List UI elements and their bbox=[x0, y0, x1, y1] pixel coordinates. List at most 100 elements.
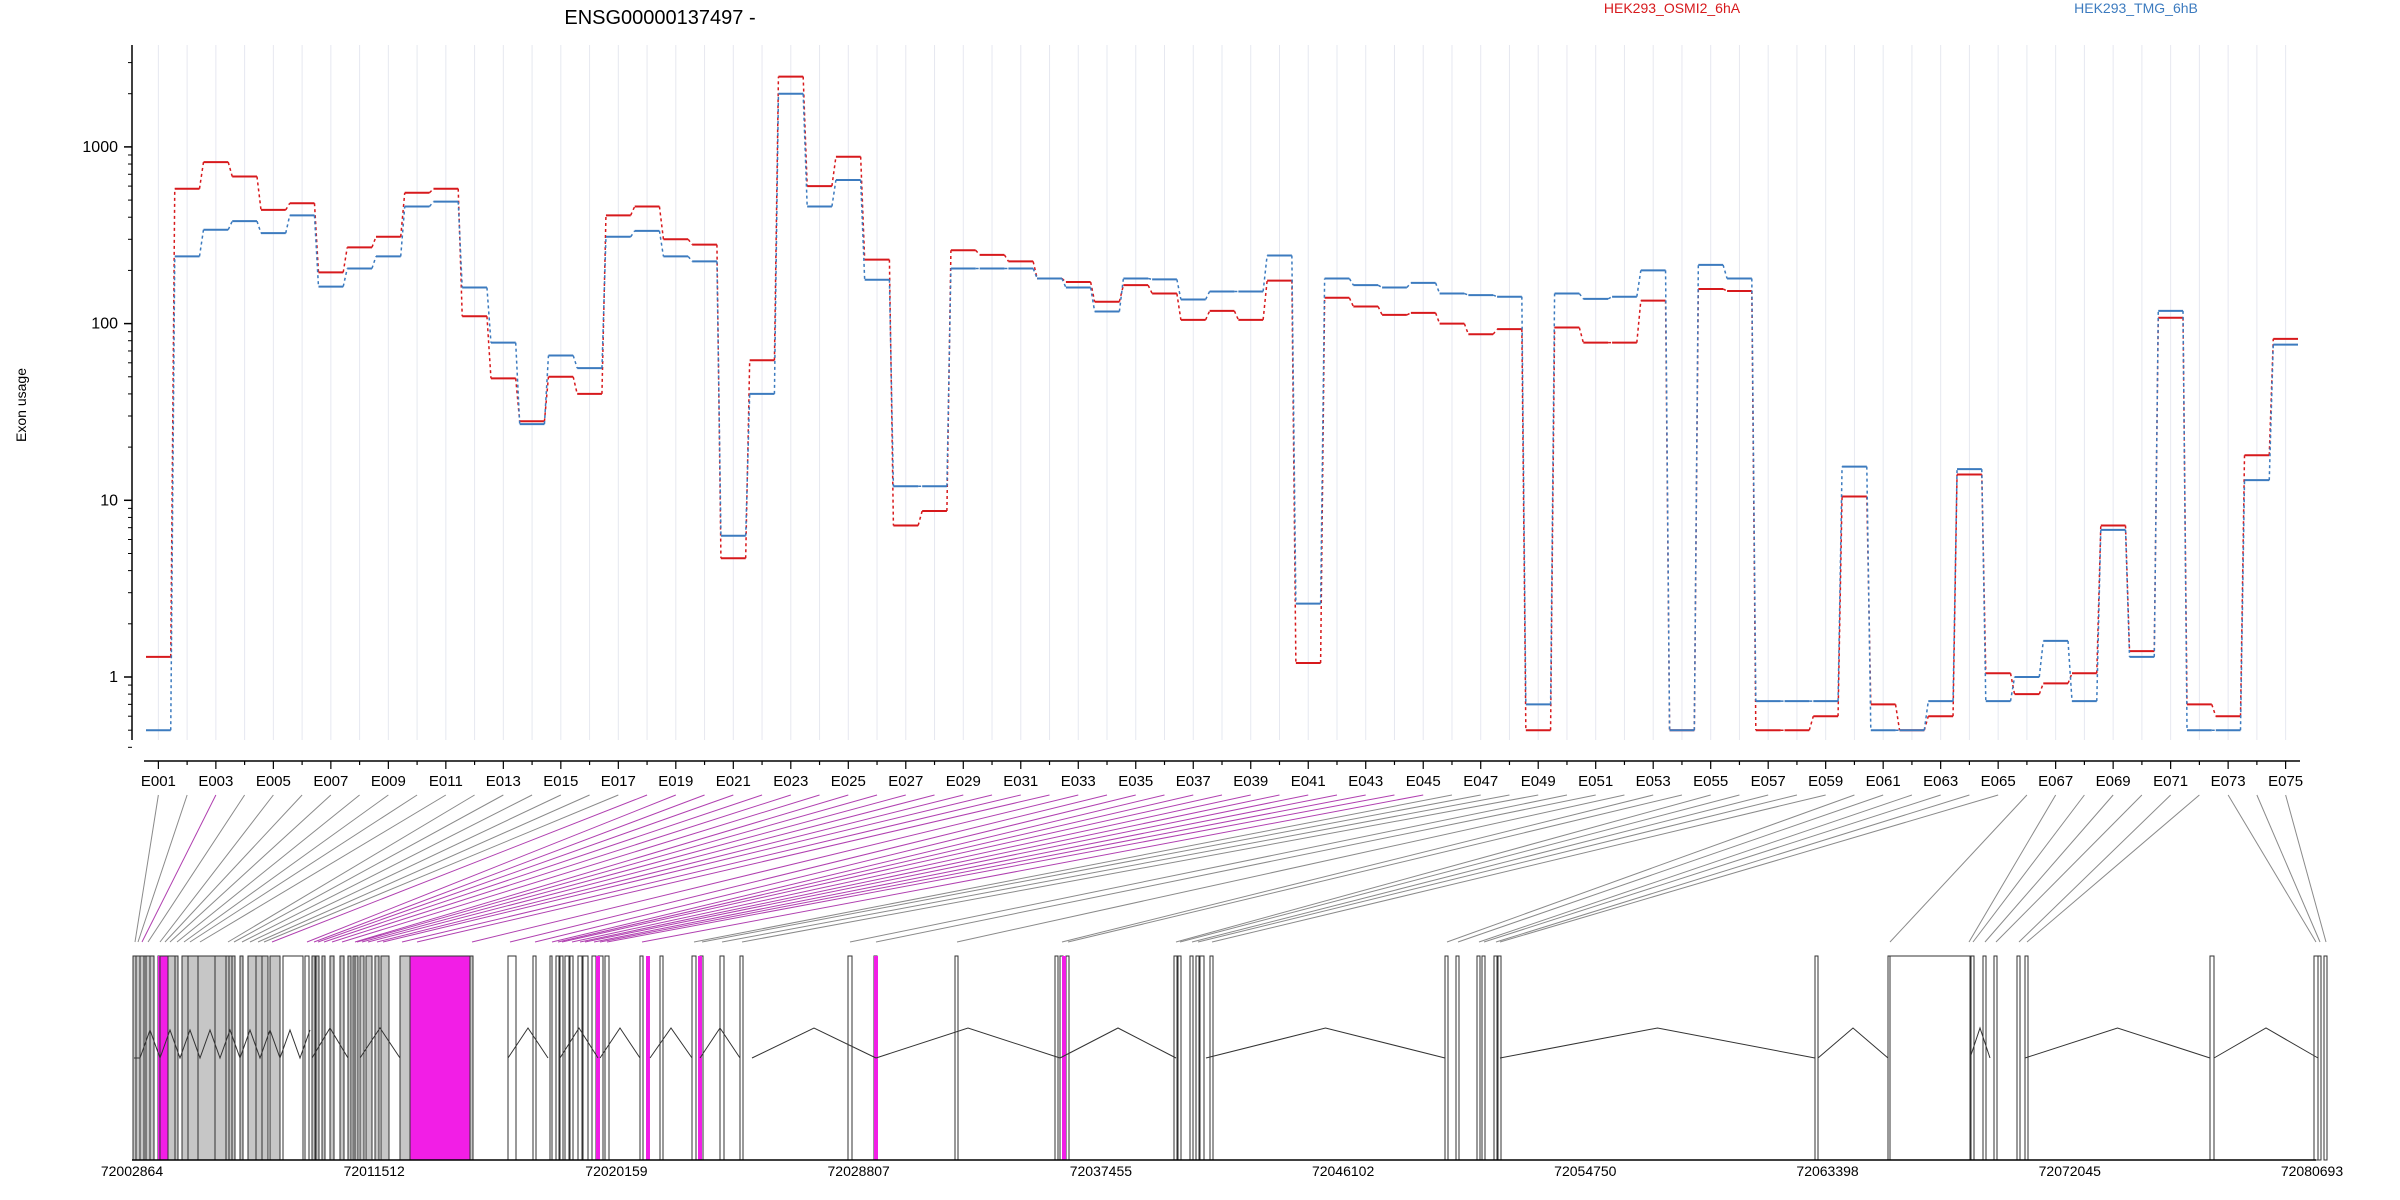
exon-box bbox=[321, 955, 326, 1161]
exon-connector bbox=[701, 794, 1481, 943]
exon-connector bbox=[367, 794, 935, 943]
exon-connector bbox=[579, 794, 1280, 943]
x-tick-label: E049 bbox=[1521, 773, 1556, 790]
genomic-coordinate-label: 72054750 bbox=[1554, 1163, 1617, 1179]
exon-box bbox=[1177, 955, 1182, 1161]
exon-box bbox=[604, 955, 610, 1161]
exon-box bbox=[139, 955, 145, 1161]
exon-connector bbox=[2026, 794, 2200, 943]
exon-box bbox=[1209, 955, 1214, 1161]
exon-connector bbox=[134, 794, 159, 943]
x-tick-label: E019 bbox=[658, 773, 693, 790]
exon-connector bbox=[257, 794, 590, 943]
exon-connector bbox=[599, 794, 1366, 943]
exon-connector bbox=[249, 794, 562, 943]
x-tick-label: E047 bbox=[1463, 773, 1498, 790]
exon-connector bbox=[416, 794, 1050, 943]
exon-box bbox=[380, 955, 390, 1161]
intron-line bbox=[699, 1027, 741, 1059]
exon-connector bbox=[693, 794, 1453, 943]
exon-connector bbox=[323, 794, 763, 943]
x-tick-label: E013 bbox=[486, 773, 521, 790]
x-tick-label: E045 bbox=[1406, 773, 1441, 790]
exon-connector bbox=[1061, 794, 1654, 943]
gene-model bbox=[132, 955, 2328, 1161]
exon-connector bbox=[571, 794, 1251, 943]
exon-box bbox=[1054, 955, 1059, 1161]
exon-box bbox=[354, 955, 359, 1161]
exon-connectors bbox=[134, 794, 2327, 943]
intron-line bbox=[875, 1027, 1061, 1059]
exon-box bbox=[719, 955, 725, 1161]
exon-box bbox=[374, 955, 380, 1161]
highlight-exon bbox=[409, 955, 471, 1161]
genomic-coordinate-label: 72028807 bbox=[828, 1163, 891, 1179]
x-tick-label: E061 bbox=[1866, 773, 1901, 790]
exon-connector bbox=[169, 794, 332, 943]
intron-line bbox=[2024, 1027, 2211, 1059]
exon-box bbox=[174, 955, 179, 1161]
genomic-coordinate-label: 72063398 bbox=[1796, 1163, 1859, 1179]
exon-connector bbox=[641, 794, 1424, 943]
exon-box bbox=[304, 955, 310, 1161]
intron-line bbox=[311, 1027, 349, 1059]
exon-box bbox=[659, 955, 664, 1161]
axes bbox=[131, 45, 2300, 762]
exon-connector bbox=[875, 794, 1596, 943]
x-tick-label: E057 bbox=[1751, 773, 1786, 790]
exon-connector bbox=[606, 794, 1395, 943]
y-tick-label: 100 bbox=[91, 316, 118, 333]
exon-box bbox=[1814, 955, 1819, 1161]
exon-connector bbox=[1197, 794, 1798, 943]
genomic-coordinate-label: 72011512 bbox=[344, 1163, 405, 1179]
exon-box bbox=[1970, 955, 1975, 1161]
x-tick-label: E027 bbox=[888, 773, 923, 790]
y-axis-label: Exon usage bbox=[13, 368, 29, 442]
exon-connector bbox=[147, 794, 246, 943]
intron-line bbox=[359, 1027, 401, 1059]
intron-line bbox=[1059, 1027, 1177, 1059]
x-tick-label: E067 bbox=[2038, 773, 2073, 790]
genomic-coordinate-label: 72080693 bbox=[2281, 1163, 2344, 1179]
exon-connector bbox=[263, 794, 619, 943]
exon-box bbox=[149, 955, 155, 1161]
exon-connector bbox=[199, 794, 447, 943]
exon-connector bbox=[741, 794, 1539, 943]
exon-box bbox=[1455, 955, 1460, 1161]
exon-connector bbox=[241, 794, 533, 943]
x-tick-label: E015 bbox=[543, 773, 578, 790]
x-tick-label: E029 bbox=[946, 773, 981, 790]
exon-connector bbox=[1478, 794, 1913, 943]
exon-connector bbox=[137, 794, 188, 943]
exon-connector bbox=[183, 794, 389, 943]
x-tick-label: E033 bbox=[1061, 773, 1096, 790]
x-tick-label: E023 bbox=[773, 773, 808, 790]
x-tick-label: E003 bbox=[198, 773, 233, 790]
exon-box bbox=[247, 955, 257, 1161]
exon-connector bbox=[2285, 794, 2327, 943]
exon-connector bbox=[376, 794, 964, 943]
exon-box bbox=[2323, 955, 2328, 1161]
intron-line bbox=[649, 1027, 693, 1059]
exon-box bbox=[1993, 955, 1998, 1161]
genomic-coordinate-label: 72037455 bbox=[1070, 1163, 1133, 1179]
exon-connector bbox=[1446, 794, 1855, 943]
exon-box bbox=[549, 955, 553, 1161]
exon-connector bbox=[401, 794, 1021, 943]
exon-connector bbox=[164, 794, 303, 943]
exon-box bbox=[231, 955, 236, 1161]
exon-connector bbox=[721, 794, 1510, 943]
exon-box bbox=[187, 955, 199, 1161]
exon-box bbox=[2016, 955, 2021, 1161]
chart-title: ENSG00000137497 - bbox=[564, 7, 755, 29]
exon-connector bbox=[317, 794, 734, 943]
exon-box bbox=[1982, 955, 1987, 1161]
exon-connector bbox=[557, 794, 1194, 943]
exon-connector bbox=[341, 794, 820, 943]
exon-box bbox=[225, 955, 230, 1161]
exon-connector bbox=[1211, 794, 1826, 943]
intron-line bbox=[1205, 1027, 1446, 1059]
exon-connector bbox=[1483, 794, 1941, 943]
exon-connector bbox=[233, 794, 504, 943]
